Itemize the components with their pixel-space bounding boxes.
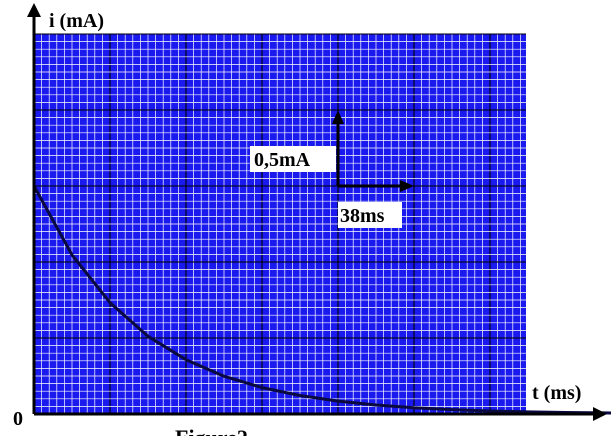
scale-x-label-box	[338, 202, 402, 228]
x-axis-label: t (ms)	[532, 382, 581, 404]
grid	[33, 33, 526, 415]
scale-indicator: 0,5mA 38ms	[250, 110, 414, 228]
curve-layer	[32, 184, 611, 415]
y-axis-label: i (mA)	[49, 10, 104, 32]
y-axis-arrow	[27, 3, 41, 17]
current-decay-curve	[32, 184, 611, 415]
scale-y-label: 0,5mA	[254, 149, 311, 171]
scale-arrowhead-horizontal	[400, 180, 414, 192]
scale-x-label: 38ms	[340, 205, 385, 227]
origin-label: 0	[13, 408, 23, 430]
x-axis-arrow	[593, 407, 607, 421]
scale-y-label-box	[250, 146, 336, 172]
axes	[27, 3, 607, 421]
scale-arrowhead-vertical	[332, 110, 344, 124]
figure-caption: Figure2	[175, 425, 248, 436]
